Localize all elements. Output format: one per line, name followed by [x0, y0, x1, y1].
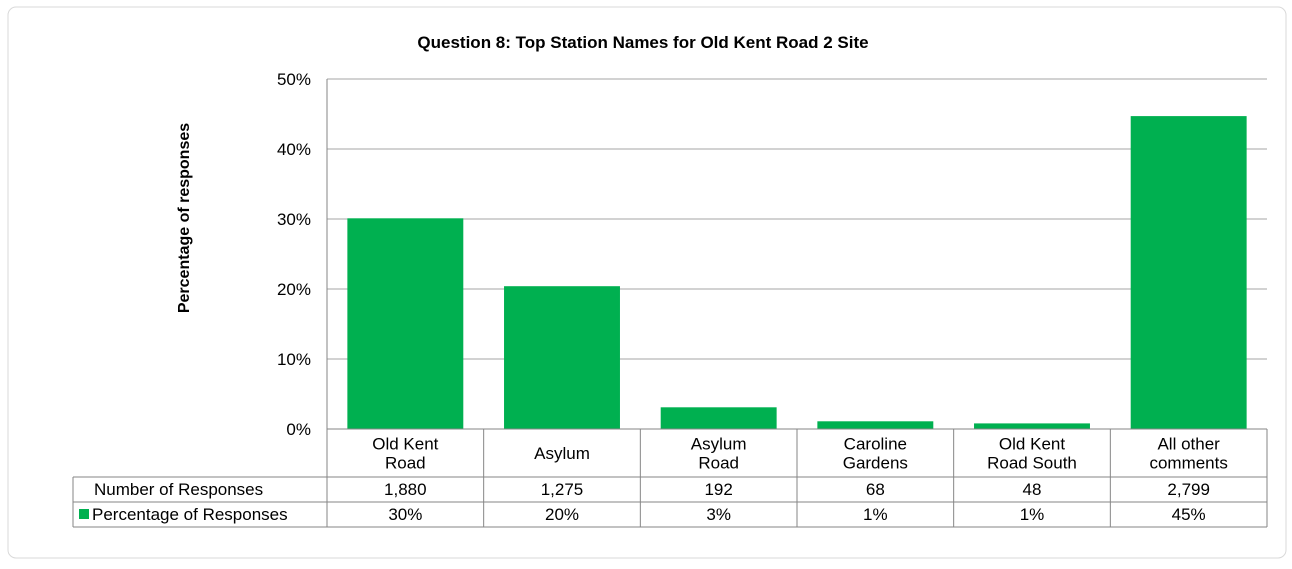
y-tick-label: 50% [277, 70, 311, 89]
table-cell: 2,799 [1167, 480, 1210, 499]
category-label: Road [385, 454, 426, 473]
bar [974, 423, 1090, 429]
y-tick-label: 40% [277, 140, 311, 159]
table-cell: 1% [863, 505, 888, 524]
table-row-label: Number of Responses [94, 480, 263, 499]
table-cell: 3% [706, 505, 731, 524]
category-label: Old Kent [999, 435, 1065, 454]
category-label: Road [698, 454, 739, 473]
chart-title: Question 8: Top Station Names for Old Ke… [417, 33, 868, 52]
y-axis-ticks: 0% 10% 20% 30% 40% 50% [277, 70, 311, 439]
bar [504, 286, 620, 429]
bar [1130, 116, 1247, 429]
table-cell: 1,880 [384, 480, 427, 499]
table-cell: 30% [388, 505, 422, 524]
category-label: Caroline [844, 435, 907, 454]
bar [817, 421, 934, 429]
table-cell: 45% [1172, 505, 1206, 524]
category-label: Old Kent [372, 435, 438, 454]
y-tick-label: 20% [277, 280, 311, 299]
bar [660, 407, 777, 429]
category-label: Gardens [843, 454, 908, 473]
table-cell: 48 [1023, 480, 1042, 499]
table-row-label: Percentage of Responses [92, 505, 288, 524]
chart-frame [7, 6, 1287, 559]
legend-key-swatch [79, 509, 89, 519]
y-tick-label: 30% [277, 210, 311, 229]
category-label: comments [1149, 454, 1227, 473]
y-tick-label: 10% [277, 350, 311, 369]
bar [347, 218, 464, 429]
table-cell: 192 [704, 480, 732, 499]
table-cell: 68 [866, 480, 885, 499]
table-cell: 1,275 [541, 480, 584, 499]
bars [347, 116, 1247, 429]
category-label: Asylum [534, 444, 590, 463]
y-axis-label: Percentage of responses [176, 123, 193, 313]
y-tick-label: 0% [286, 420, 311, 439]
category-label: Asylum [691, 435, 747, 454]
category-label: Road South [987, 454, 1077, 473]
table-cell: 20% [545, 505, 579, 524]
category-label: All other [1157, 435, 1220, 454]
table-cell: 1% [1020, 505, 1045, 524]
gridlines [326, 78, 1267, 429]
